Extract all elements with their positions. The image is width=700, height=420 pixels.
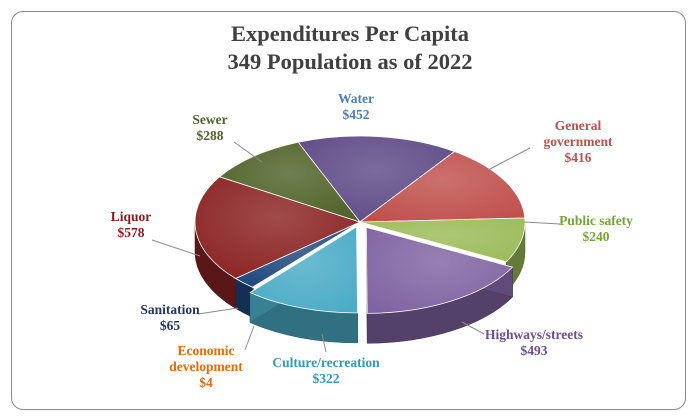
slice-label-general-government: General government $416 bbox=[544, 118, 613, 165]
leader-line bbox=[487, 147, 531, 171]
slice-label-culture-recreation: Culture/recreation $322 bbox=[272, 355, 380, 386]
pie-labels: Water $452 General government $416 Public saf… bbox=[111, 91, 633, 390]
leader-line bbox=[197, 307, 239, 315]
chart-title-block: Expenditures Per Capita 349 Population a… bbox=[0, 20, 700, 76]
slice-label-liquor: Liquor $578 bbox=[111, 209, 152, 240]
slice-label-water: Water $452 bbox=[338, 91, 374, 122]
pie-slice-liquor bbox=[194, 176, 362, 279]
pie-slice-highways-streets bbox=[365, 226, 514, 314]
slice-label-highways-streets: Highways/streets $493 bbox=[485, 327, 583, 358]
pie-slice-general-government bbox=[358, 151, 526, 223]
chart-title: Expenditures Per Capita bbox=[231, 21, 469, 46]
slice-label-public-safety: Public safety $240 bbox=[559, 213, 633, 244]
leader-line bbox=[523, 221, 561, 225]
chart-subtitle: 349 Population as of 2022 bbox=[227, 49, 473, 74]
pie-slice-culture-recreation bbox=[249, 226, 358, 314]
leader-line bbox=[244, 325, 255, 351]
pie-top-faces bbox=[194, 135, 526, 314]
leader-line bbox=[461, 321, 485, 335]
pie-slice-water bbox=[297, 135, 456, 223]
slice-label-sewer: Sewer $288 bbox=[192, 112, 227, 143]
leader-line bbox=[151, 239, 201, 257]
pie-slice-public-safety bbox=[359, 217, 526, 263]
slice-label-sanitation: Sanitation $65 bbox=[140, 302, 200, 333]
leader-line bbox=[233, 141, 263, 163]
slice-label-economic-development: Economic development $4 bbox=[169, 343, 243, 390]
leader-line bbox=[321, 333, 327, 353]
